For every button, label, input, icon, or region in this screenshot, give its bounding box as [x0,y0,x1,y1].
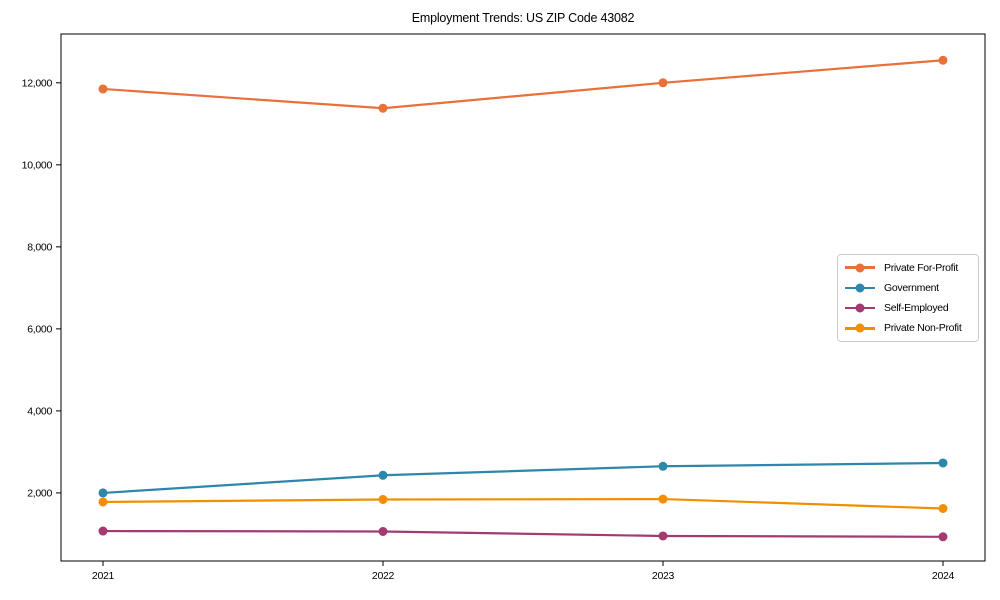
data-point-marker [98,488,108,498]
y-tick-label: 10,000 [22,159,53,171]
legend-label: Government [884,281,939,294]
data-point-marker [938,55,948,65]
legend-item: Government [845,278,971,297]
x-tick-label: 2023 [652,570,675,582]
series-line [101,59,945,110]
data-point-marker [98,84,108,94]
data-point-marker [98,497,108,507]
x-tick-label: 2024 [932,570,955,582]
series-line [101,529,945,538]
legend-marker-icon [845,327,875,330]
legend-label: Private For-Profit [884,261,958,274]
chart-legend: Private For-Profit Government Self-Emplo… [837,254,979,342]
y-tick-label: 12,000 [22,77,53,89]
data-point-marker [938,458,948,468]
legend-label: Self-Employed [884,302,949,315]
series-line [101,497,945,510]
y-tick-label: 4,000 [27,405,52,417]
data-point-marker [658,531,668,541]
legend-item: Private Non-Profit [845,319,971,338]
data-point-marker [378,103,388,113]
y-tick-label: 8,000 [27,241,52,253]
data-point-marker [378,470,388,480]
plot-border [60,33,986,562]
y-tick-label: 6,000 [27,323,52,335]
series-line [101,461,945,495]
y-tick-label: 2,000 [27,487,52,499]
x-tick-label: 2021 [92,570,115,582]
data-point-marker [658,461,668,471]
data-point-marker [658,78,668,88]
legend-item: Private For-Profit [845,258,971,277]
legend-item: Self-Employed [845,299,971,318]
legend-marker-icon [845,286,875,290]
data-point-marker [98,526,108,536]
data-point-marker [378,494,388,504]
chart-title: Employment Trends: US ZIP Code 43082 [411,11,635,25]
legend-label: Private Non-Profit [884,322,962,335]
x-tick-label: 2022 [372,570,395,582]
data-point-marker [938,504,948,514]
legend-marker-icon [845,306,875,310]
data-point-marker [378,526,388,536]
data-point-marker [938,532,948,542]
data-point-marker [658,494,668,504]
legend-marker-icon [845,266,875,269]
